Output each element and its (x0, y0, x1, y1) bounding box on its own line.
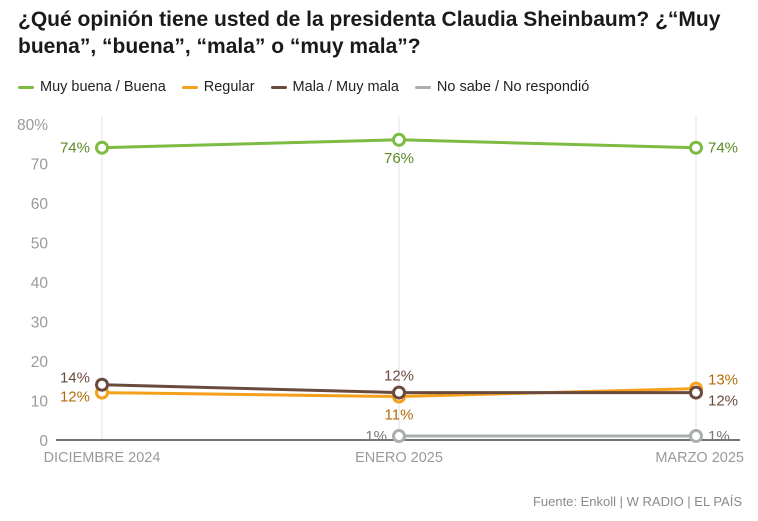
y-tick-label: 80% (17, 117, 48, 134)
legend-swatch (181, 85, 198, 89)
x-tick-label: ENERO 2025 (355, 450, 443, 466)
legend-item-muy-buena: Muy buena / Buena (18, 79, 166, 95)
data-point (392, 132, 406, 147)
data-label: 11% (385, 407, 414, 424)
y-tick-label: 60 (31, 196, 49, 213)
line-chart: 0 10 20 30 40 50 60 70 80% DICIEMBRE 2024 ENERO 20… (17, 116, 744, 466)
legend-item-mala: Mala / Muy mala (270, 79, 399, 95)
y-tick-label: 70 (31, 157, 49, 174)
data-label: 12% (708, 393, 738, 410)
legend-item-regular: Regular (181, 79, 255, 95)
legend-label: Mala / Muy mala (292, 79, 399, 95)
data-point (689, 429, 703, 444)
legend-swatch (18, 85, 34, 89)
legend-label: No sabe / No respondió (436, 79, 590, 95)
x-tick-label: MARZO 2025 (655, 450, 744, 466)
data-point (689, 140, 703, 155)
y-tick-label: 0 (39, 433, 48, 450)
data-label: 74% (60, 140, 90, 157)
data-label: 74% (708, 140, 738, 157)
legend-swatch (414, 85, 431, 89)
legend-swatch (270, 85, 287, 89)
x-tick-label: DICIEMBRE 2024 (44, 450, 161, 466)
data-point (392, 429, 406, 444)
data-point (95, 140, 109, 155)
legend: Muy buena / Buena Regular Mala / Muy mal… (18, 79, 589, 95)
y-tick-label: 20 (31, 354, 49, 371)
data-label: 1% (365, 428, 387, 445)
data-point (392, 385, 406, 400)
y-tick-label: 40 (31, 275, 49, 292)
data-label: 13% (708, 372, 738, 389)
data-label: 12% (60, 389, 90, 406)
y-tick-label: 50 (31, 236, 49, 253)
data-point (95, 377, 109, 392)
data-label: 76% (384, 150, 414, 167)
data-label: 1% (708, 428, 730, 445)
data-label: 14% (60, 370, 90, 387)
y-tick-label: 30 (31, 315, 49, 332)
data-label: 12% (384, 368, 414, 385)
legend-label: Regular (203, 79, 255, 95)
legend-label: Muy buena / Buena (40, 79, 166, 95)
data-point (689, 385, 703, 400)
legend-item-no-sabe: No sabe / No respondió (414, 79, 590, 95)
chart-title: ¿Qué opinión tiene usted de la president… (18, 8, 721, 58)
y-tick-label: 10 (31, 394, 49, 411)
source-note: Fuente: Enkoll | W RADIO | EL PAÍS (532, 494, 742, 509)
